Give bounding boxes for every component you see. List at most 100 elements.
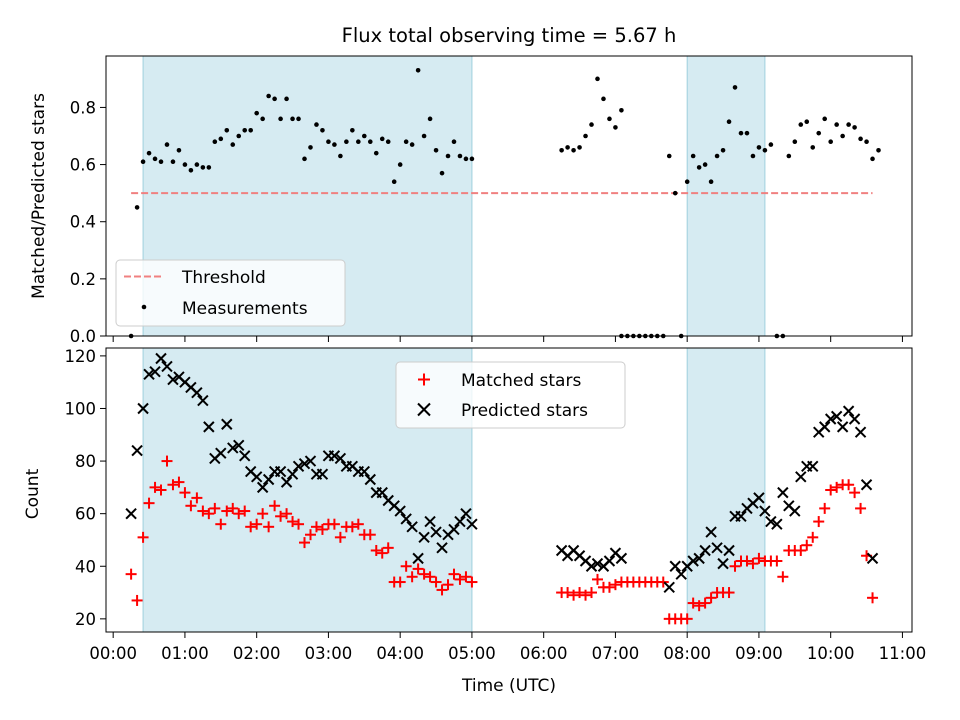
- y-tick-label: 0.6: [70, 156, 96, 175]
- measurement-point: [786, 153, 792, 159]
- ratio-panel: 0.00.20.40.60.8 Matched/Predicted stars …: [29, 55, 913, 346]
- measurement-point: [816, 130, 822, 136]
- matched-star-marker: [179, 487, 191, 499]
- matched-star-marker: [352, 518, 364, 530]
- predicted-star-marker: [400, 513, 412, 525]
- predicted-star-marker: [454, 515, 466, 528]
- predicted-star-marker: [842, 405, 855, 417]
- matched-star-marker: [574, 587, 586, 599]
- predicted-star-marker: [418, 531, 430, 544]
- x-tick-label: 01:00: [161, 644, 209, 663]
- marker-stroke: [143, 368, 155, 381]
- marker-stroke: [555, 544, 568, 557]
- predicted-star-marker: [256, 481, 269, 494]
- marker-stroke: [603, 555, 616, 567]
- shaded-interval: [687, 56, 765, 336]
- marker-stroke: [585, 560, 598, 572]
- matched-star-marker: [227, 502, 239, 514]
- marker-stroke: [400, 513, 412, 525]
- matched-star-marker: [310, 521, 322, 533]
- marker-stroke: [705, 526, 717, 538]
- marker-stroke: [735, 510, 747, 523]
- matched-star-marker: [609, 579, 621, 591]
- measurement-point: [870, 156, 875, 162]
- predicted-star-marker: [227, 442, 239, 454]
- matched-star-marker: [161, 455, 173, 467]
- predicted-star-marker: [406, 521, 418, 533]
- matched-star-marker: [245, 521, 257, 533]
- marker-stroke: [292, 460, 305, 473]
- ratio-legend: Threshold Measurements: [115, 259, 346, 327]
- predicted-star-marker: [131, 444, 143, 457]
- legend-matched-swatch: [418, 373, 430, 386]
- predicted-star-marker: [693, 552, 705, 565]
- marker-stroke: [591, 557, 604, 570]
- predicted-star-marker: [807, 460, 819, 473]
- count-y-ticks: 20 40 60 80 100 120: [65, 347, 106, 629]
- predicted-star-marker: [424, 515, 436, 528]
- measurement-point: [858, 136, 863, 142]
- matched-star-marker: [149, 481, 161, 493]
- predicted-star-marker: [687, 555, 699, 567]
- matched-star-marker: [131, 594, 143, 606]
- marker-stroke: [609, 547, 622, 559]
- observation-shading: [142, 348, 766, 632]
- measurement-points: [128, 67, 881, 339]
- measurement-point: [254, 110, 259, 116]
- matched-star-marker: [568, 589, 580, 601]
- predicted-star-marker: [316, 468, 329, 480]
- predicted-star-marker: [735, 510, 747, 523]
- measurement-point: [463, 156, 469, 162]
- predicted-star-marker: [466, 518, 478, 530]
- predicted-star-marker: [448, 523, 460, 536]
- predicted-star-marker: [615, 552, 628, 565]
- measurement-point: [218, 136, 224, 142]
- predicted-star-marker: [777, 486, 789, 499]
- predicted-star-marker: [591, 557, 604, 570]
- predicted-star-marker: [663, 581, 675, 594]
- measurement-point: [356, 139, 361, 145]
- legend-predicted-swatch: [417, 402, 431, 417]
- measurement-point: [750, 153, 756, 159]
- marker-stroke: [197, 394, 209, 407]
- marker-stroke: [418, 531, 430, 544]
- matched-star-marker: [843, 479, 855, 491]
- measurement-point: [565, 145, 570, 150]
- matched-star-marker: [705, 592, 717, 604]
- measurement-point: [846, 122, 851, 127]
- legend-matched-label: Matched stars: [461, 371, 581, 391]
- predicted-star-marker: [221, 418, 233, 430]
- matched-star-marker: [191, 492, 203, 504]
- matched-star-marker: [687, 597, 699, 609]
- measurement-point: [798, 122, 804, 127]
- x-tick-label: 07:00: [592, 644, 640, 663]
- predicted-star-marker: [394, 505, 406, 517]
- matched-star-marker: [681, 613, 693, 625]
- measurement-point: [224, 127, 230, 133]
- measurement-point: [427, 116, 433, 122]
- marker-stroke: [280, 476, 293, 488]
- marker-stroke: [723, 544, 735, 557]
- predicted-star-marker: [753, 492, 765, 504]
- matched-star-marker: [281, 508, 293, 520]
- legend-threshold-label: Threshold: [181, 268, 266, 288]
- predicted-star-marker: [239, 450, 251, 462]
- matched-star-marker: [753, 552, 765, 564]
- matched-star-marker: [346, 521, 358, 533]
- y-tick-label: 0.2: [70, 270, 96, 289]
- measurement-point: [702, 162, 708, 167]
- matched-star-marker: [741, 555, 753, 567]
- matched-star-marker: [813, 516, 825, 528]
- marker-stroke: [824, 413, 837, 425]
- predicted-star-marker: [603, 555, 616, 567]
- measurement-point: [445, 153, 451, 159]
- matched-star-marker: [209, 502, 221, 514]
- predicted-star-marker: [334, 452, 347, 465]
- matched-star-marker: [239, 505, 251, 517]
- marker-stroke: [233, 439, 245, 452]
- predicted-star-marker: [298, 457, 311, 470]
- predicted-star-marker: [854, 426, 867, 438]
- measurement-point: [822, 116, 828, 122]
- measurement-point: [403, 139, 409, 145]
- matched-star-marker: [777, 571, 789, 583]
